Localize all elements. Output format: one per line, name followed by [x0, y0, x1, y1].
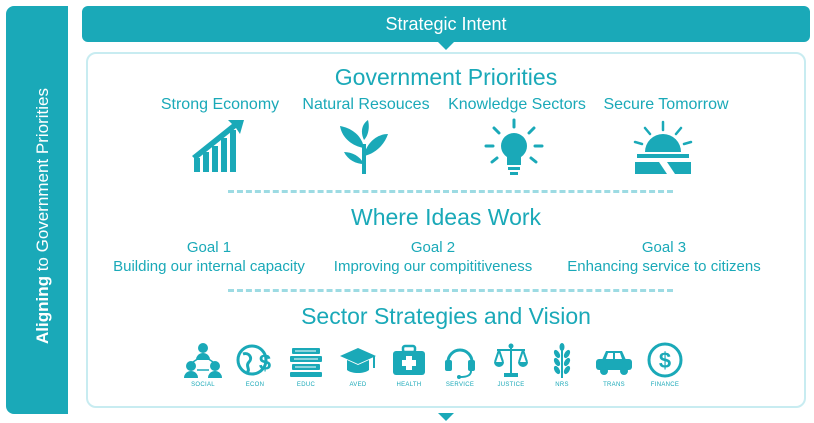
sector-aved: AVED — [333, 340, 383, 388]
car-icon — [596, 351, 632, 375]
sector-label-service: SERVICE — [445, 382, 475, 388]
goal-2-title: Goal 2 — [410, 239, 456, 256]
sector-label-health: HEALTH — [396, 382, 422, 388]
goal-1: Goal 1 Building our internal capacity — [89, 238, 329, 276]
graduation-cap-icon — [340, 348, 376, 373]
sector-label-nrs: NRS — [555, 382, 569, 388]
svg-text:$: $ — [259, 350, 271, 375]
sector-label-finance: FINANCE — [650, 382, 680, 388]
sector-justice: JUSTICE — [486, 340, 536, 388]
sector-label-social: SOCIAL — [191, 382, 215, 388]
sector-econ: $ ECON — [230, 340, 280, 388]
sector-finance: $ FINANCE — [640, 340, 690, 388]
people-network-icon — [184, 343, 222, 378]
books-icon — [290, 348, 322, 377]
sector-service: SERVICE — [435, 340, 485, 388]
priorities-title: Government Priorities — [334, 64, 558, 90]
sector-educ: EDUC — [281, 340, 331, 388]
sector-health: HEALTH — [384, 340, 434, 388]
goal-1-text: Building our internal capacity — [113, 258, 305, 275]
sector-label-econ: ECON — [245, 382, 265, 388]
globe-dollar-icon: $ — [236, 344, 271, 376]
sector-trans: TRANS — [589, 340, 639, 388]
wheat-icon — [553, 343, 571, 378]
dollar-coin-icon: $ — [647, 342, 683, 378]
sectors-title: Sector Strategies and Vision — [301, 303, 591, 329]
goal-2-text: Improving our compititiveness — [333, 258, 533, 275]
priority-label-strong-economy: Strong Economy — [160, 96, 280, 113]
divider-2 — [228, 289, 673, 292]
side-banner-text: Aligning to Government Priorities — [33, 88, 53, 344]
bottom-arrow — [438, 413, 454, 421]
sector-label-justice: JUSTICE — [497, 382, 525, 388]
medical-kit-icon — [393, 344, 425, 375]
priority-label-natural-resources: Natural Resouces — [302, 96, 430, 113]
header-arrow — [438, 42, 454, 50]
priority-label-knowledge-sectors: Knowledge Sectors — [448, 96, 586, 113]
side-banner-rest: to Government Priorities — [33, 88, 52, 277]
goal-3-text: Enhancing service to citizens — [567, 258, 761, 275]
goal-2: Goal 2 Improving our compititiveness — [313, 238, 553, 276]
headset-icon — [445, 348, 475, 379]
priority-label-secure-tomorrow: Secure Tomorrow — [603, 96, 729, 113]
divider-1 — [228, 190, 673, 193]
lightbulb-icon — [484, 118, 544, 175]
goal-3: Goal 3 Enhancing service to citizens — [544, 238, 784, 276]
sector-label-educ: EDUC — [296, 382, 316, 388]
scales-icon — [494, 343, 528, 377]
sector-label-trans: TRANS — [603, 382, 625, 388]
goal-3-title: Goal 3 — [641, 239, 687, 256]
ideas-title: Where Ideas Work — [350, 204, 542, 230]
goal-1-title: Goal 1 — [186, 239, 232, 256]
sector-social: SOCIAL — [178, 340, 228, 388]
sunrise-icon — [633, 120, 693, 174]
plant-icon — [340, 120, 388, 174]
sector-label-aved: AVED — [349, 382, 367, 388]
side-banner-bold: Aligning — [33, 276, 52, 344]
header-strategic-intent: Strategic Intent — [82, 6, 810, 42]
content-frame — [86, 52, 806, 408]
svg-text:$: $ — [659, 348, 671, 373]
sector-nrs: NRS — [537, 340, 587, 388]
bar-chart-arrow-icon — [192, 120, 244, 172]
side-banner: Aligning to Government Priorities — [6, 6, 68, 414]
